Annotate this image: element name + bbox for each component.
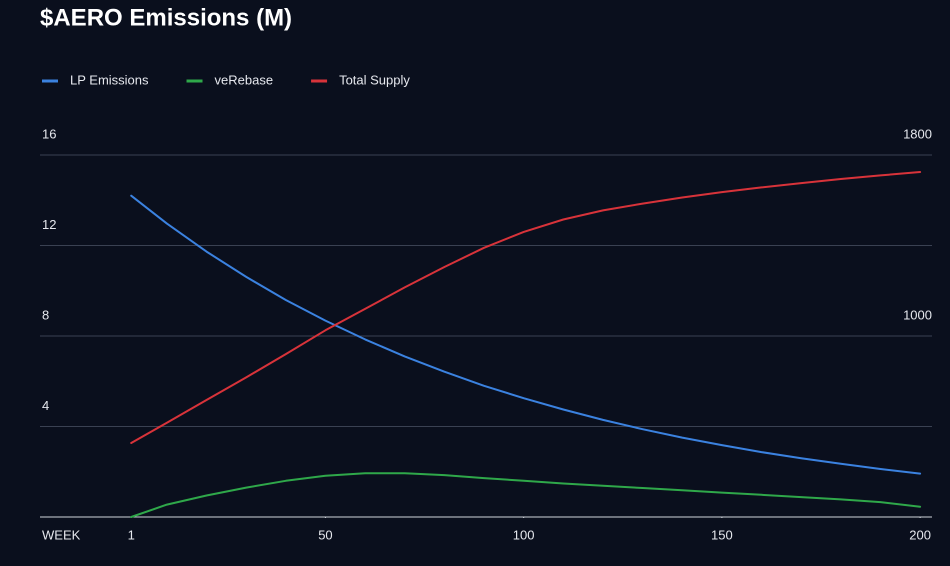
legend-label: LP Emissions	[70, 72, 149, 87]
y-tick-label: 8	[42, 307, 49, 322]
x-tick-label: 1	[128, 527, 135, 542]
x-tick-label: 100	[513, 527, 535, 542]
x-tick-label: 50	[318, 527, 332, 542]
x-tick-label: 150	[711, 527, 733, 542]
y-tick-label: 4	[42, 398, 49, 413]
y-tick-label: 16	[42, 126, 56, 141]
series-line	[130, 194, 922, 475]
series-line	[130, 171, 922, 444]
series-line	[130, 472, 922, 518]
y2-tick-label: 1000	[903, 307, 932, 322]
x-axis-label: WEEK	[42, 527, 81, 542]
y-tick-label: 12	[42, 217, 56, 232]
x-tick-label: 200	[909, 527, 931, 542]
legend-label: Total Supply	[339, 72, 410, 87]
legend-label: veRebase	[215, 72, 274, 87]
y2-tick-label: 1800	[903, 126, 932, 141]
chart-title: $AERO Emissions (M)	[40, 4, 292, 31]
